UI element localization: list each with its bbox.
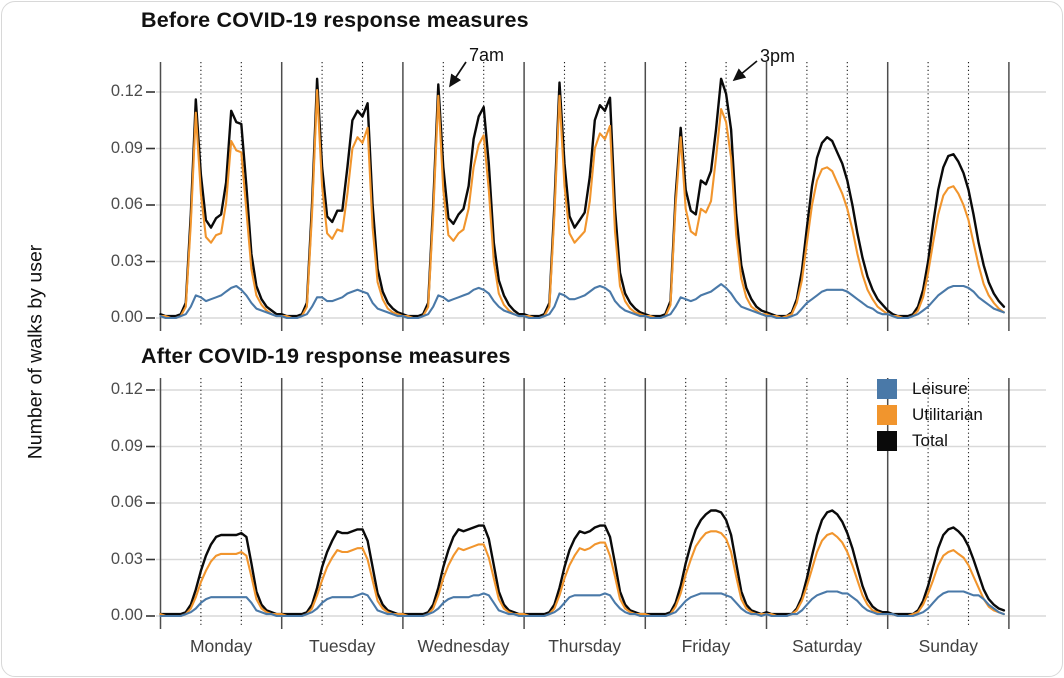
series-line-utilitarian: [159, 89, 1005, 320]
series-line-utilitarian: [159, 530, 1005, 618]
series-line-leisure: [159, 283, 1005, 320]
series-line-total: [159, 77, 1006, 318]
panel-before: [146, 62, 1046, 331]
series-line-leisure: [159, 590, 1005, 618]
panel-after: [146, 378, 1046, 629]
series-line-total: [159, 509, 1006, 616]
annotation-arrow: [449, 61, 467, 88]
annotation-arrow: [732, 60, 758, 82]
